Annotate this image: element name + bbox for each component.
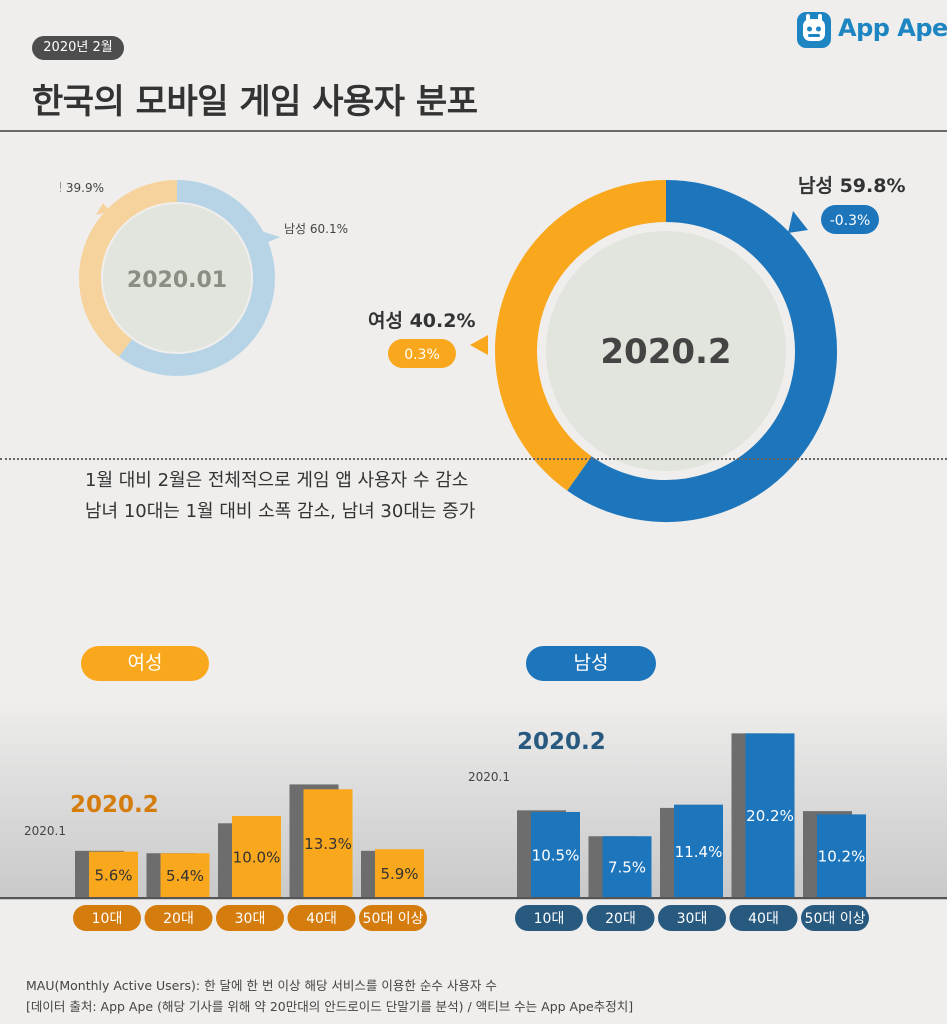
male-bar-value-label: 20.2%	[746, 807, 794, 825]
male-category-pill	[586, 905, 655, 931]
section-divider	[0, 458, 947, 460]
donut-chart-2020-02: 2020.2 남성 59.8% -0.3% 여성 40.2% 0.3%	[368, 175, 906, 522]
female-bar-value-label: 5.9%	[380, 865, 418, 883]
male-current-legend: 2020.2	[517, 729, 606, 755]
female-share-label: 여성 39.9%	[60, 181, 104, 195]
footnote-source: [데이터 출처: App Ape (해당 기사를 위해 약 20만대의 안드로이…	[26, 999, 634, 1014]
female-category-pill	[73, 905, 141, 931]
male-category-pill	[658, 905, 726, 931]
donut-slice-male	[118, 180, 275, 376]
female-category-pill	[287, 905, 356, 931]
female-bar-value-label: 5.4%	[166, 867, 204, 885]
female-section-pill: 여성	[81, 646, 209, 681]
female-bar-value-label: 13.3%	[304, 835, 352, 853]
age-bar-charts: 2020.1 2020.2 2020.1 2020.2 5.6% 10대 5.4% 2…	[24, 729, 869, 931]
male-category-label: 30대	[677, 911, 708, 927]
male-change-label: -0.3%	[830, 213, 871, 229]
female-bar-value-label: 5.6%	[94, 866, 132, 884]
female-prev-legend: 2020.1	[24, 824, 66, 838]
donut-chart-2020-01: 2020.01 여성 39.9% 남성 60.1%	[60, 180, 348, 376]
donut-center	[103, 204, 251, 352]
female-category-label: 50대 이상	[363, 911, 424, 927]
donut-center-label: 2020.2	[600, 332, 731, 372]
male-share-label: 남성 60.1%	[284, 222, 348, 236]
male-change-pill	[821, 205, 879, 234]
summary-line-1: 1월 대비 2월은 전체적으로 게임 앱 사용자 수 감소	[85, 470, 469, 491]
page-title: 한국의 모바일 게임 사용자 분포	[32, 82, 478, 122]
donut-slice-male	[567, 180, 837, 522]
male-share-label: 남성 59.8%	[798, 175, 906, 197]
male-category-label: 10대	[534, 911, 565, 927]
male-bar-value-label: 10.5%	[532, 846, 580, 864]
male-category-pill	[801, 905, 869, 931]
male-bar-value-label: 7.5%	[608, 859, 646, 877]
female-pointer	[470, 335, 488, 355]
female-category-label: 20대	[163, 911, 194, 927]
summary-line-2: 남녀 10대는 1월 대비 소폭 감소, 남녀 30대는 증가	[85, 501, 476, 522]
male-category-label: 40대	[748, 911, 779, 927]
male-bar-2020-02	[602, 836, 652, 897]
donut-center-label: 2020.01	[127, 268, 227, 293]
female-category-label: 40대	[306, 911, 337, 927]
male-bar-2020-02	[745, 733, 795, 897]
female-bar-2020-02	[375, 849, 424, 897]
date-badge: 2020년 2월	[32, 36, 124, 60]
female-pointer	[96, 203, 110, 215]
donut-slice-female	[495, 180, 667, 491]
female-share-label: 여성 40.2%	[368, 310, 476, 332]
footnote-mau: MAU(Monthly Active Users): 한 달에 한 번 이상 해…	[26, 978, 497, 993]
app-ape-logo-icon	[797, 12, 831, 48]
female-category-label: 10대	[92, 911, 123, 927]
male-category-pill	[729, 905, 798, 931]
male-category-pill	[515, 905, 583, 931]
male-bar-value-label: 11.4%	[675, 843, 723, 861]
female-bar-value-label: 10.0%	[233, 849, 281, 867]
female-bar-2020-02	[160, 853, 210, 897]
female-change-label: 0.3%	[404, 347, 440, 363]
male-section-pill: 남성	[526, 646, 656, 681]
female-category-label: 30대	[235, 911, 266, 927]
female-bar-2020-02	[232, 816, 281, 897]
donut-center	[546, 231, 786, 471]
female-change-pill	[388, 339, 456, 368]
female-bar-2020-02	[89, 851, 138, 897]
female-category-pill	[144, 905, 213, 931]
male-category-label: 50대 이상	[805, 911, 866, 927]
male-bar-2020-02	[817, 814, 866, 897]
male-bar-2020-02	[531, 811, 580, 897]
donut-slice-female	[79, 180, 178, 357]
bar-baseline	[0, 897, 947, 899]
male-category-label: 20대	[605, 911, 636, 927]
male-bar-2020-02	[674, 804, 723, 897]
female-current-legend: 2020.2	[70, 792, 159, 818]
title-divider	[0, 130, 947, 132]
brand-name: App Ape	[838, 14, 947, 42]
male-prev-legend: 2020.1	[468, 770, 510, 784]
male-pointer	[788, 211, 808, 233]
male-bar-value-label: 10.2%	[818, 848, 866, 866]
female-bar-2020-02	[303, 789, 353, 897]
female-category-pill	[216, 905, 284, 931]
male-pointer	[261, 231, 280, 245]
female-category-pill	[359, 905, 427, 931]
